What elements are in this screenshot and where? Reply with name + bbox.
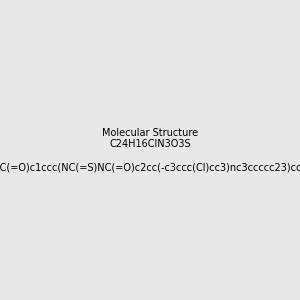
Text: Molecular Structure
C24H16ClN3O3S

OC(=O)c1ccc(NC(=S)NC(=O)c2cc(-c3ccc(Cl)cc3)nc: Molecular Structure C24H16ClN3O3S OC(=O)… [0, 128, 300, 172]
